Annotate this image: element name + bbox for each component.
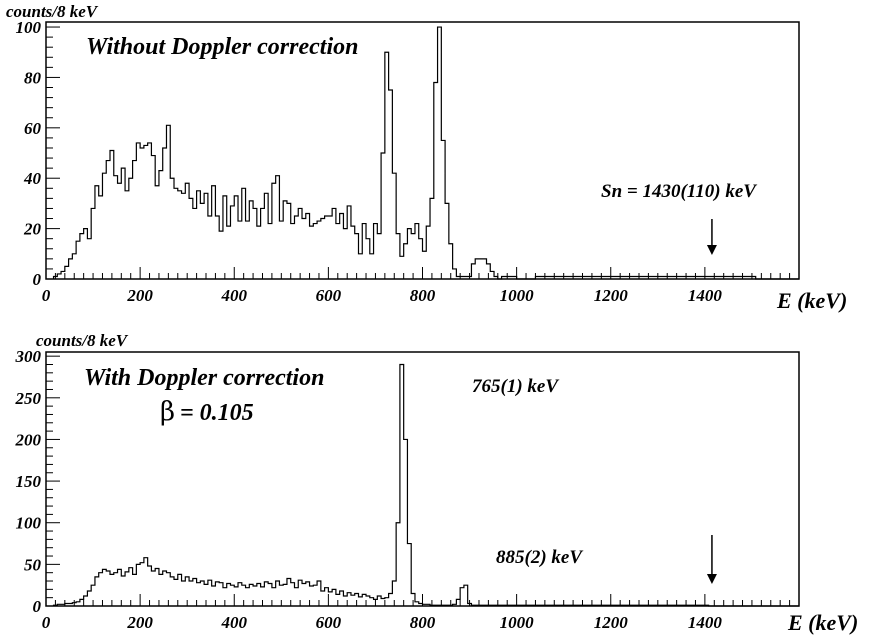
top-title: Without Doppler correction bbox=[86, 34, 358, 60]
beta-symbol: β bbox=[160, 397, 175, 427]
top-arrow-icon bbox=[706, 219, 717, 255]
top-x-tick-label: 1400 bbox=[688, 286, 723, 305]
top-xlabel: E (keV) bbox=[776, 288, 847, 313]
beta-value: = 0.105 bbox=[180, 400, 254, 426]
bot-x-tick-label: 1400 bbox=[688, 613, 723, 632]
top-x-tick-label: 1200 bbox=[594, 286, 629, 305]
bot-y-tick-label: 100 bbox=[16, 514, 42, 533]
bottom-x-tick-labels: 0 200 400 600 800 1000 1200 1400 bbox=[42, 613, 723, 632]
panel-without-doppler: counts/8 keV 0 200 400 600 800 1000 1200 1400 0… bbox=[6, 2, 847, 313]
bot-y-tick-label: 50 bbox=[24, 555, 42, 574]
top-x-tick-label: 0 bbox=[42, 286, 51, 305]
top-x-tick-label: 1000 bbox=[500, 286, 535, 305]
bot-x-tick-label: 600 bbox=[316, 613, 342, 632]
top-y-tick-label: 80 bbox=[24, 68, 42, 87]
top-x-tick-label: 200 bbox=[126, 286, 153, 305]
top-histogram-line bbox=[52, 26, 799, 280]
bot-y-tick-label: 250 bbox=[15, 389, 42, 408]
bot-y-tick-label: 200 bbox=[15, 430, 42, 449]
peak-765-label: 765(1) keV bbox=[472, 376, 559, 397]
bot-x-tick-label: 1200 bbox=[594, 613, 629, 632]
bot-y-tick-label: 150 bbox=[16, 472, 42, 491]
bot-y-tick-label: 300 bbox=[15, 347, 42, 366]
bottom-title: With Doppler correction bbox=[84, 365, 324, 391]
peak-885-label: 885(2) keV bbox=[496, 547, 583, 568]
sn-annotation: Sn = 1430(110) keV bbox=[601, 181, 757, 202]
arrow-head bbox=[706, 245, 717, 255]
top-y-tick-labels: 0 20 40 60 80 100 bbox=[16, 18, 42, 289]
top-y-tick-label: 20 bbox=[23, 220, 42, 239]
top-x-tick-label: 800 bbox=[410, 286, 436, 305]
bot-x-tick-label: 0 bbox=[42, 613, 51, 632]
top-x-tick-labels: 0 200 400 600 800 1000 1200 1400 bbox=[42, 286, 723, 305]
top-x-tick-label: 400 bbox=[221, 286, 248, 305]
top-axis-ticks bbox=[45, 26, 791, 280]
bottom-xlabel: E (keV) bbox=[787, 610, 858, 635]
top-y-tick-label: 0 bbox=[33, 270, 42, 289]
bottom-ylabel: counts/8 keV bbox=[36, 331, 129, 350]
bot-y-tick-label: 0 bbox=[33, 597, 42, 616]
top-x-tick-label: 600 bbox=[316, 286, 342, 305]
bot-x-tick-label: 400 bbox=[221, 613, 248, 632]
top-y-tick-label: 60 bbox=[24, 119, 42, 138]
bot-x-tick-label: 800 bbox=[410, 613, 436, 632]
bot-x-tick-label: 200 bbox=[126, 613, 153, 632]
top-ylabel: counts/8 keV bbox=[6, 2, 99, 21]
panel-with-doppler: counts/8 keV 0 200 400 600 800 1000 1200 1400 0… bbox=[15, 331, 859, 635]
bottom-histogram-line bbox=[52, 363, 799, 607]
bottom-axis-ticks bbox=[45, 355, 791, 607]
top-y-tick-label: 40 bbox=[23, 169, 42, 188]
bottom-arrow-icon bbox=[706, 535, 717, 584]
arrow-head bbox=[706, 574, 717, 584]
top-y-tick-label: 100 bbox=[16, 18, 42, 37]
bottom-y-tick-labels: 0 50 100 150 200 250 300 bbox=[15, 347, 42, 616]
bot-x-tick-label: 1000 bbox=[500, 613, 535, 632]
